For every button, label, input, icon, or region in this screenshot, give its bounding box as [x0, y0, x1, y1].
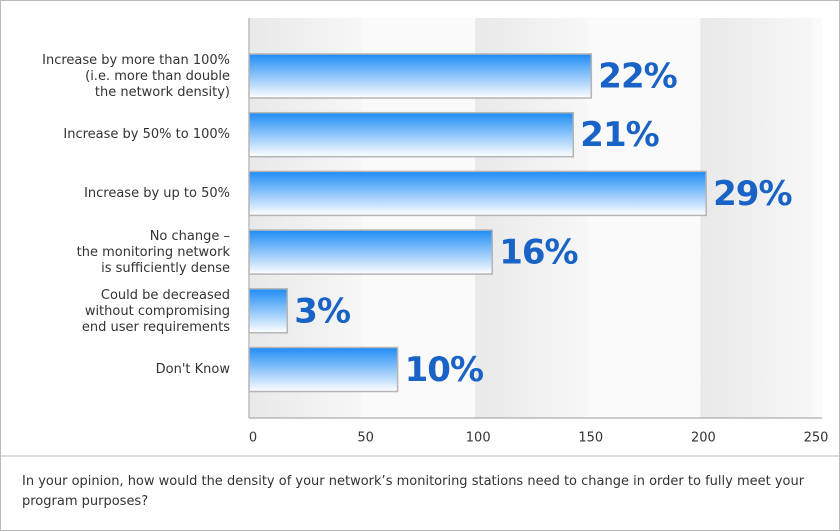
value-label: 22%	[598, 57, 676, 97]
y-tick-label: Don't Know	[156, 362, 231, 377]
bar	[248, 170, 707, 217]
caption: In your opinion, how would the density o…	[22, 474, 805, 509]
bar	[248, 111, 575, 158]
value-label: 21%	[580, 115, 658, 155]
bar	[248, 346, 399, 393]
y-tick-label: No change – the monitoring network is suff…	[77, 229, 231, 276]
bar	[248, 229, 493, 275]
y-tick-label: Could be decreased without compromising en…	[82, 287, 230, 334]
value-label: 16%	[499, 233, 577, 273]
value-label: 10%	[405, 350, 483, 390]
x-tick-label: 150	[578, 431, 603, 446]
x-tick-label: 100	[466, 431, 491, 446]
x-tick-label: 250	[804, 431, 829, 446]
grid-band	[700, 18, 813, 418]
grid-band	[813, 18, 822, 418]
x-tick-label: 0	[249, 431, 257, 446]
bar	[248, 288, 289, 334]
y-tick-label: Increase by 50% to 100%	[63, 127, 230, 142]
value-label: 29%	[713, 174, 791, 214]
x-tick-label: 200	[691, 431, 716, 446]
y-tick-label: Increase by more than 100% (i.e. more tha…	[42, 53, 230, 100]
bar	[248, 53, 593, 99]
value-label: 3%	[294, 291, 350, 331]
x-tick-label: 50	[357, 431, 374, 446]
y-tick-label: Increase by up to 50%	[84, 186, 230, 201]
grid-band	[587, 18, 701, 418]
